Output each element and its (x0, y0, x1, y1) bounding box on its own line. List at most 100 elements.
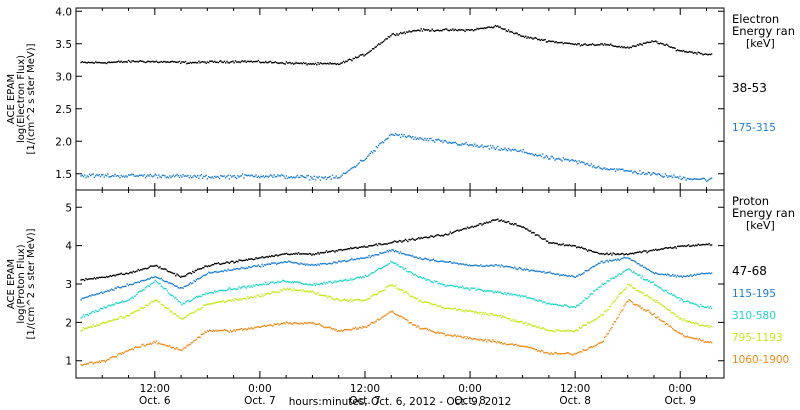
data-point (348, 279, 351, 281)
data-point (489, 340, 492, 343)
data-point (433, 331, 436, 334)
data-point (474, 338, 476, 340)
data-point (379, 243, 381, 245)
data-point (376, 147, 379, 149)
y-axis-label: [1/(cm^2 s ster MeV)] (26, 43, 37, 154)
data-point (602, 283, 605, 286)
data-point (91, 61, 93, 64)
data-point (698, 244, 701, 246)
data-point (701, 52, 703, 55)
data-point (195, 62, 198, 64)
data-point (582, 300, 584, 303)
data-point (188, 344, 190, 346)
data-point (500, 341, 503, 344)
data-point (611, 326, 613, 329)
data-point (259, 283, 261, 286)
data-point (306, 290, 308, 292)
data-point (521, 226, 523, 228)
data-point (282, 279, 284, 282)
data-point (572, 244, 574, 247)
data-point (177, 348, 179, 350)
data-point (319, 251, 322, 254)
data-point (259, 257, 261, 259)
data-point (450, 335, 453, 337)
data-point (642, 278, 645, 281)
data-point (404, 32, 407, 35)
data-point (472, 310, 475, 312)
data-point (503, 316, 505, 318)
data-point (410, 137, 413, 139)
data-point (255, 327, 257, 329)
data-point (686, 177, 688, 180)
data-point (250, 258, 252, 260)
data-point (545, 303, 548, 305)
data-point (509, 222, 511, 225)
data-point (330, 296, 332, 299)
data-point (501, 265, 504, 267)
data-point (381, 316, 384, 318)
data-point (702, 54, 704, 56)
data-point (599, 316, 601, 318)
data-point (274, 291, 277, 293)
data-point (220, 301, 222, 303)
data-point (105, 290, 108, 293)
data-point (391, 310, 393, 312)
data-point (237, 299, 239, 301)
data-point (91, 311, 93, 313)
data-point (272, 255, 274, 257)
data-point (412, 324, 414, 326)
data-point (486, 290, 488, 292)
data-point (459, 229, 461, 231)
data-point (576, 305, 578, 307)
data-point (387, 36, 390, 38)
data-point (418, 236, 420, 239)
data-point (322, 294, 324, 297)
data-point (212, 177, 215, 180)
x-tick-date: Oct. 7 (244, 395, 276, 407)
data-point (465, 263, 467, 265)
data-point (223, 329, 226, 331)
data-point (557, 273, 560, 275)
data-point (669, 246, 671, 249)
legend-title: Proton (732, 194, 769, 208)
data-point (99, 361, 102, 363)
data-point (207, 265, 210, 267)
data-point (599, 262, 601, 265)
data-point (90, 174, 92, 177)
data-point (316, 264, 318, 267)
data-point (347, 300, 349, 302)
data-point (139, 60, 142, 62)
data-point (206, 178, 209, 180)
data-point (612, 323, 614, 326)
data-point (682, 245, 685, 247)
data-point (221, 263, 223, 265)
data-point (212, 61, 215, 63)
data-point (415, 256, 418, 258)
data-point (471, 265, 473, 267)
data-point (693, 178, 696, 180)
data-point (608, 169, 611, 171)
data-point (675, 276, 677, 278)
data-point (707, 325, 709, 327)
data-point (404, 267, 407, 270)
data-point (257, 175, 260, 177)
data-point (526, 345, 528, 348)
data-point (681, 178, 684, 180)
data-point (240, 266, 243, 269)
data-point (682, 176, 685, 178)
data-point (404, 254, 407, 256)
data-point (300, 282, 302, 284)
data-point (235, 329, 238, 331)
data-point (526, 228, 528, 230)
data-point (386, 138, 388, 140)
data-point (273, 262, 275, 264)
data-point (613, 168, 616, 170)
data-point (333, 250, 335, 252)
data-point (532, 38, 534, 40)
data-point (286, 280, 289, 283)
data-point (396, 241, 398, 243)
data-point (596, 317, 599, 319)
data-point (670, 175, 673, 177)
data-point (323, 326, 325, 329)
data-point (619, 253, 622, 255)
